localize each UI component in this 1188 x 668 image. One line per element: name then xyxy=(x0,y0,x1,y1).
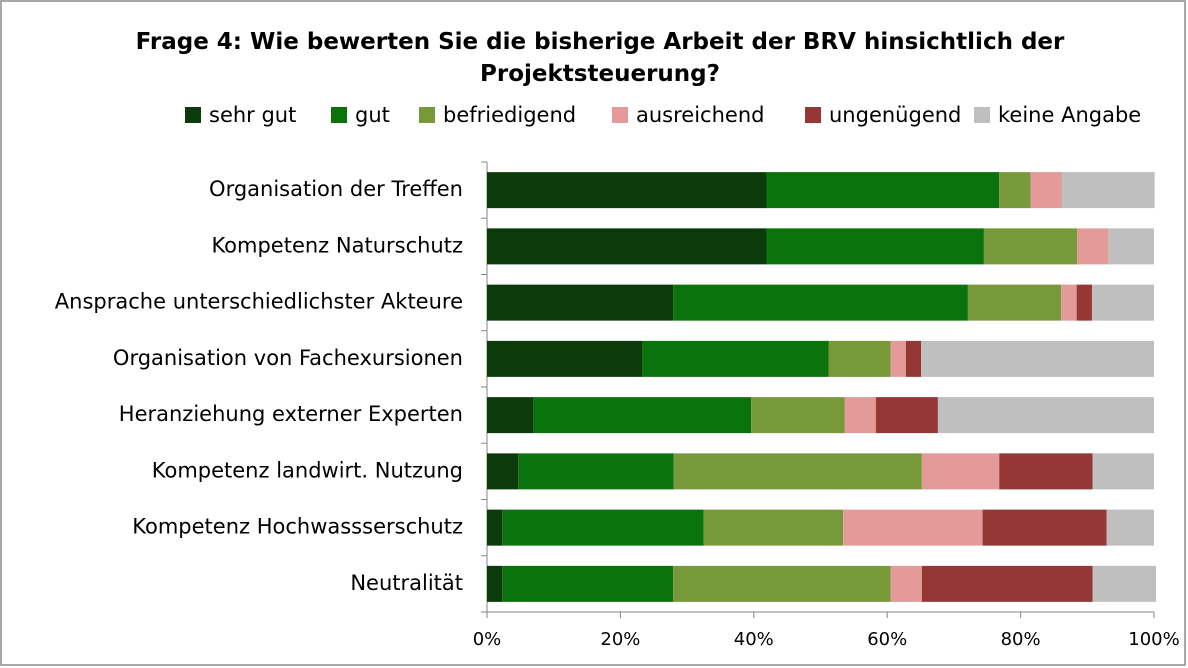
bar-segment xyxy=(487,453,519,490)
legend-swatch xyxy=(419,107,435,123)
bar-segment xyxy=(487,565,503,602)
y-tick-label: Heranziehung externer Experten xyxy=(119,402,463,426)
bar-segment xyxy=(1030,172,1062,209)
bar-segment xyxy=(487,172,767,209)
x-tick-label: 20% xyxy=(600,629,640,650)
y-tick-label: Kompetenz Naturschutz xyxy=(211,233,463,257)
bar-segment xyxy=(967,284,1062,321)
bar-segment xyxy=(673,453,922,490)
bar-segment xyxy=(518,453,674,490)
y-tick-label: Organisation der Treffen xyxy=(209,177,463,201)
y-tick-label: Kompetenz Hochwassserschutz xyxy=(132,515,463,539)
bar-segment xyxy=(1061,284,1077,321)
legend-swatch xyxy=(331,107,347,123)
bar-segment xyxy=(1092,453,1154,490)
chart-title: Frage 4: Wie bewerten Sie die bisherige … xyxy=(135,29,1065,87)
x-tick-label: 60% xyxy=(867,629,907,650)
bar-segment xyxy=(982,509,1107,546)
bar-segment xyxy=(487,509,503,546)
bar-segment xyxy=(502,565,674,602)
bar-segment xyxy=(1091,284,1154,321)
bar-segment xyxy=(983,228,1078,265)
bar-segment xyxy=(875,397,938,434)
y-tick-label: Ansprache unterschiedlichster Akteure xyxy=(55,290,463,314)
bar-segment xyxy=(999,172,1031,209)
bar-segment xyxy=(703,509,844,546)
legend-label: keine Angabe xyxy=(998,103,1141,127)
bar-segment xyxy=(828,340,891,377)
bar-segment xyxy=(937,397,1154,434)
legend-label: ausreichend xyxy=(636,103,764,127)
bar-segment xyxy=(487,228,767,265)
bar-segment xyxy=(905,340,922,377)
x-tick-label: 0% xyxy=(473,629,502,650)
bar-segment xyxy=(1106,509,1154,546)
legend-swatch xyxy=(185,107,201,123)
x-tick-label: 100% xyxy=(1128,629,1179,650)
bar-segment xyxy=(921,565,1093,602)
legend-label: ungenügend xyxy=(829,103,961,127)
legend-label: befriedigend xyxy=(443,103,576,127)
bar-segment xyxy=(1092,565,1157,602)
bar-segment xyxy=(533,397,752,434)
bar-segment xyxy=(890,565,922,602)
legend-label: gut xyxy=(355,103,390,127)
bar-segment xyxy=(487,397,534,434)
bar-segment xyxy=(1076,284,1092,321)
x-tick-label: 40% xyxy=(734,629,774,650)
bar-segment xyxy=(766,172,1000,209)
bar-segment xyxy=(844,397,876,434)
bar-segment xyxy=(921,453,1000,490)
bar-segment xyxy=(843,509,983,546)
legend-swatch xyxy=(805,107,821,123)
bar-segment xyxy=(1077,228,1109,265)
bar-segment xyxy=(751,397,845,434)
bar-segment xyxy=(502,509,704,546)
bar-segment xyxy=(642,340,829,377)
legend-swatch xyxy=(974,107,990,123)
bar-segment xyxy=(999,453,1093,490)
bar-segment xyxy=(1061,172,1155,209)
bar-segment xyxy=(487,340,643,377)
legend-label: sehr gut xyxy=(209,103,296,127)
bar-segment xyxy=(1108,228,1154,265)
y-tick-label: Neutralität xyxy=(350,571,463,595)
bar-segment xyxy=(673,284,968,321)
bar-segment xyxy=(487,284,674,321)
x-tick-label: 80% xyxy=(1001,629,1041,650)
bar-segment xyxy=(673,565,891,602)
bar-segment xyxy=(921,340,1154,377)
y-tick-label: Organisation von Fachexursionen xyxy=(113,346,463,370)
bar-segment xyxy=(890,340,906,377)
bar-segment xyxy=(766,228,984,265)
legend-swatch xyxy=(612,107,628,123)
y-tick-label: Kompetenz landwirt. Nutzung xyxy=(152,458,463,482)
